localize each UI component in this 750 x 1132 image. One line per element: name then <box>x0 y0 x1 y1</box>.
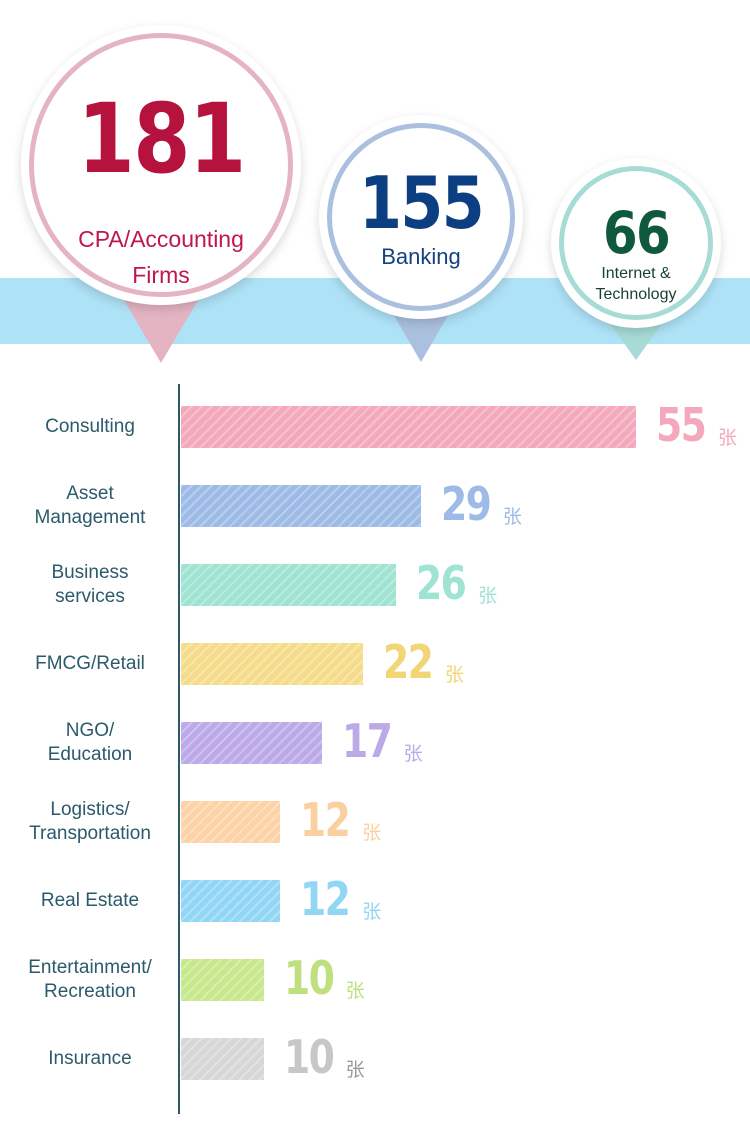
stat-label: CPA/Accounting Firms <box>78 226 244 288</box>
category-label: Real Estate <box>40 890 140 911</box>
category-label: Asset Management <box>34 483 146 528</box>
value-label: 22 <box>383 635 434 689</box>
unit-label: 张 <box>362 822 382 844</box>
unit-label: 张 <box>445 664 465 686</box>
stat-label: Banking <box>381 244 461 269</box>
category-label: Insurance <box>48 1048 132 1069</box>
value-label: 29 <box>440 477 492 531</box>
value-label: 55 <box>656 398 707 452</box>
value-label: 17 <box>341 714 393 768</box>
bar <box>181 880 281 922</box>
bar <box>181 564 397 606</box>
stat-ring <box>29 33 293 297</box>
stat-value: 66 <box>603 199 671 267</box>
bar <box>181 406 636 448</box>
unit-label: 张 <box>478 585 498 607</box>
bar <box>181 485 421 527</box>
category-label: Business services <box>51 562 129 607</box>
value-label: 12 <box>300 872 351 926</box>
unit-label: 张 <box>345 980 365 1002</box>
unit-label: 张 <box>403 743 423 765</box>
bar <box>181 801 281 843</box>
stat-ring <box>559 166 713 320</box>
value-label: 10 <box>283 951 335 1005</box>
unit-label: 张 <box>362 901 382 923</box>
category-label: NGO/Education <box>47 720 133 765</box>
stat-label: Internet & Technology <box>595 265 677 303</box>
unit-label: 张 <box>502 506 522 528</box>
stat-ring <box>327 123 515 311</box>
value-label: 26 <box>416 556 467 610</box>
stat-value: 155 <box>358 161 485 245</box>
bar <box>181 1038 264 1080</box>
unit-label: 张 <box>718 427 738 449</box>
unit-label: 张 <box>345 1059 365 1081</box>
stat-pin-cpa: 181 CPA/Accounting Firms <box>21 25 301 305</box>
value-label: 12 <box>300 793 351 847</box>
bar <box>181 722 322 764</box>
bar <box>181 643 363 685</box>
stat-value: 181 <box>77 83 246 195</box>
category-label: Consulting <box>45 416 135 437</box>
stat-pin-banking: 155 Banking <box>319 115 523 319</box>
stat-pin-internet: 66 Internet & Technology <box>551 158 721 328</box>
value-label: 10 <box>283 1030 335 1084</box>
bar <box>181 959 264 1001</box>
category-label: Logistics/Transportation <box>29 799 151 844</box>
category-label: FMCG/Retail <box>35 653 145 674</box>
category-label: Entertainment/Recreation <box>28 957 152 1002</box>
y-axis-line <box>178 384 180 1114</box>
